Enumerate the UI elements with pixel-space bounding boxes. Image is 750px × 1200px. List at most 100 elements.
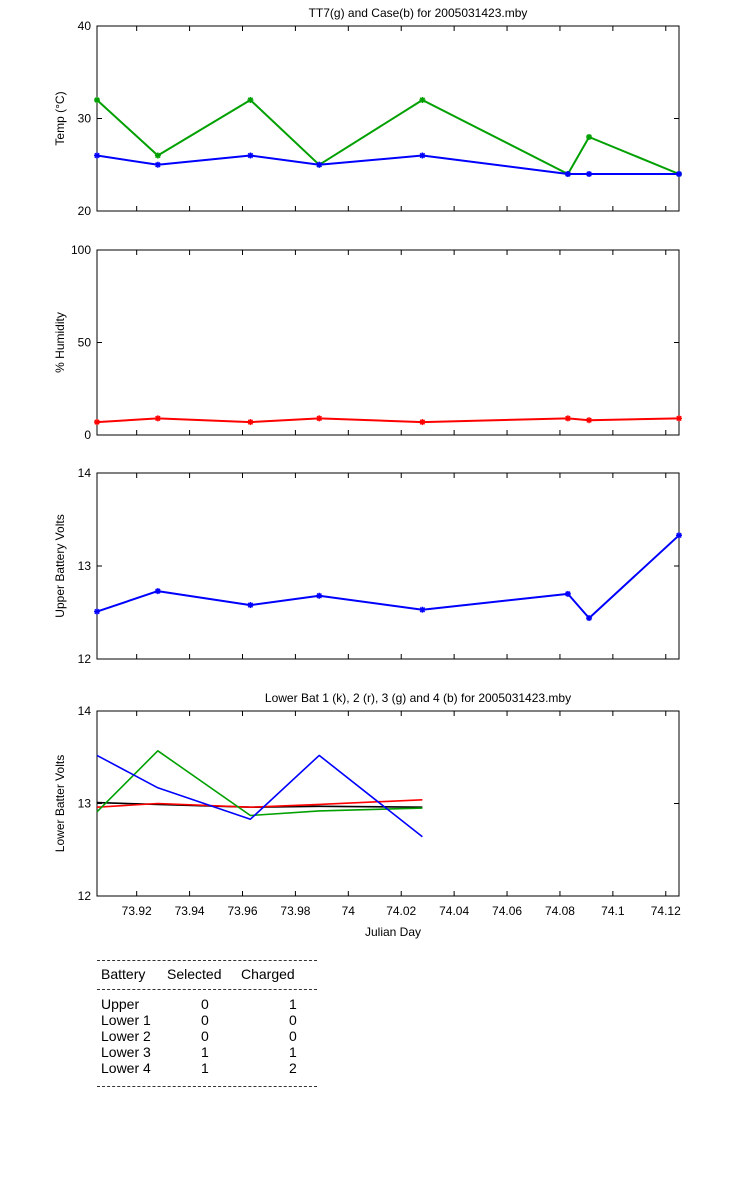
table-bottom-rule (97, 1086, 317, 1087)
x-tick-label: 73.92 (122, 904, 152, 918)
data-point-marker (94, 608, 100, 615)
data-point-marker (155, 152, 161, 159)
data-point-marker (419, 152, 426, 159)
series-1 (94, 415, 682, 426)
x-tick-label: 74.04 (439, 904, 469, 918)
y-tick-label: 20 (78, 204, 92, 218)
table-row: Lower 1 0 0 (101, 1012, 317, 1028)
series-3 (96, 749, 423, 817)
data-point-marker (676, 415, 682, 422)
table-header-row: Battery Selected Charged (97, 961, 317, 989)
battery-name: Lower 4 (101, 1060, 151, 1076)
series-line (96, 99, 680, 175)
table-header-rule (97, 989, 317, 990)
data-point-marker (247, 602, 254, 608)
data-point-marker (565, 591, 571, 597)
data-point-marker (586, 615, 592, 621)
x-tick-label: 73.96 (227, 904, 257, 918)
data-point-marker (419, 97, 426, 103)
charged-value: 0 (289, 1012, 297, 1028)
battery-name: Lower 3 (101, 1044, 151, 1060)
y-tick-label: 0 (84, 428, 91, 442)
series-2 (94, 152, 682, 177)
data-point-marker (247, 97, 254, 103)
selected-value: 1 (201, 1060, 209, 1076)
data-point-marker (155, 162, 161, 168)
table-body: Upper 0 1 Lower 1 0 0 Lower 2 0 0 Lower … (97, 990, 317, 1086)
data-point-marker (94, 152, 100, 159)
battery-name: Upper (101, 996, 140, 1012)
header-selected: Selected (167, 966, 222, 982)
chart-panel-2: 0 50 100 % Humidity (53, 243, 682, 442)
chart-title: Lower Bat 1 (k), 2 (r), 3 (g) and 4 (b) … (265, 691, 571, 705)
charged-value: 2 (289, 1060, 297, 1076)
series-line (96, 799, 423, 809)
x-tick-label: 73.98 (280, 904, 310, 918)
selected-value: 0 (201, 996, 209, 1012)
x-tick-label: 74.06 (492, 904, 522, 918)
y-tick-label: 100 (71, 243, 91, 257)
series-line (96, 754, 423, 838)
series-line (96, 417, 680, 424)
series-4 (96, 754, 423, 838)
data-point-marker (586, 134, 592, 140)
table-row: Upper 0 1 (101, 996, 317, 1012)
data-point-marker (565, 171, 571, 177)
series-line (96, 534, 680, 620)
y-axis-label: % Humidity (53, 312, 67, 373)
data-point-marker (419, 606, 426, 613)
data-point-marker (316, 162, 322, 168)
charged-value: 1 (289, 996, 297, 1012)
plot-frame (96, 249, 680, 436)
data-point-marker (155, 415, 161, 422)
data-point-marker (316, 593, 322, 599)
y-axis-label: Temp (°C) (53, 91, 67, 145)
battery-status-table: Battery Selected Charged Upper 0 1 Lower… (97, 960, 317, 1087)
chart-panel-3: 12 13 14 Upper Battery Volts (53, 466, 682, 666)
series-2 (96, 799, 423, 809)
y-tick-label: 13 (78, 559, 92, 573)
x-axis-label: Julian Day (365, 925, 421, 939)
y-tick-label: 50 (78, 336, 92, 350)
battery-name: Lower 1 (101, 1012, 151, 1028)
table-row: Lower 2 0 0 (101, 1028, 317, 1044)
data-point-marker (94, 419, 100, 425)
y-tick-label: 30 (78, 112, 92, 126)
data-point-marker (247, 419, 254, 425)
data-point-marker (316, 415, 322, 422)
series-line (96, 749, 423, 817)
table-top-rule (97, 960, 317, 961)
y-tick-label: 12 (78, 889, 92, 903)
header-battery: Battery (101, 966, 146, 982)
plot-frame (96, 472, 680, 660)
x-tick-label: 73.94 (175, 904, 205, 918)
data-point-marker (586, 171, 592, 177)
y-axis-label: Lower Batter Volts (53, 755, 67, 852)
y-tick-label: 14 (78, 704, 92, 718)
series-1 (94, 97, 682, 177)
chart-panel-4: 12 13 14 73.92 73.94 73.96 73.98 74 74.02 74.04 74… (53, 691, 681, 939)
header-charged: Charged (241, 966, 295, 982)
data-point-marker (586, 417, 592, 423)
data-point-marker (565, 415, 571, 422)
series-1 (94, 532, 682, 622)
plots-figure: 20 30 40 TT7(g) and Case(b) for 2005031423.… (53, 6, 682, 939)
table-row: Lower 3 1 1 (101, 1044, 317, 1060)
selected-value: 0 (201, 1012, 209, 1028)
x-tick-label: 74.02 (386, 904, 416, 918)
data-point-marker (247, 152, 254, 159)
x-tick-label: 74.12 (651, 904, 681, 918)
y-tick-label: 40 (78, 19, 92, 33)
chart-title: TT7(g) and Case(b) for 2005031423.mby (309, 6, 528, 20)
y-axis-label: Upper Battery Volts (53, 514, 67, 617)
selected-value: 1 (201, 1044, 209, 1060)
chart-panel-1: 20 30 40 TT7(g) and Case(b) for 2005031423.… (53, 6, 682, 218)
y-tick-label: 12 (78, 652, 92, 666)
data-point-marker (155, 588, 161, 594)
data-point-marker (676, 171, 682, 177)
battery-name: Lower 2 (101, 1028, 151, 1044)
x-tick-label: 74.08 (545, 904, 575, 918)
x-tick-label: 74 (342, 904, 356, 918)
selected-value: 0 (201, 1028, 209, 1044)
data-point-marker (419, 419, 426, 425)
